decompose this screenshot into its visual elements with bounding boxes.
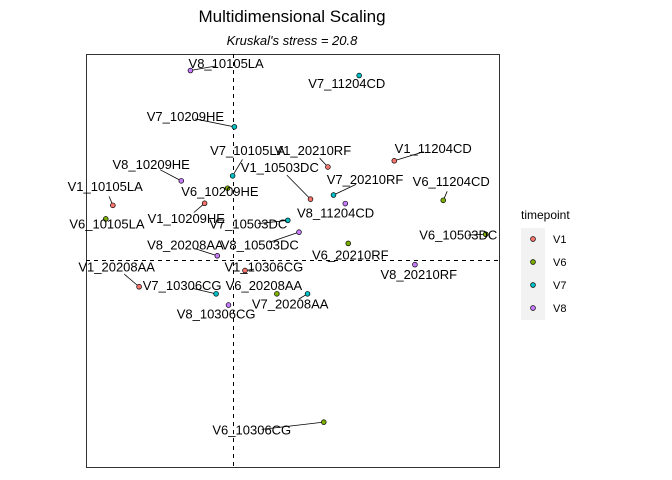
- leader-line: [232, 159, 243, 177]
- point-label: V1_20210RF: [275, 143, 352, 158]
- point-label: V6_11204CD: [413, 174, 490, 189]
- data-point: [225, 302, 232, 308]
- leader-line: [194, 248, 218, 257]
- leader-line: [394, 151, 424, 162]
- point-label: V6_10306CG: [212, 423, 291, 438]
- data-point: [304, 291, 311, 297]
- leader-line: [124, 273, 140, 288]
- legend-key: [530, 236, 536, 242]
- point-label: V7_10209HE: [147, 109, 225, 124]
- data-point: [274, 291, 280, 297]
- point-labels: V8_10105LA V7_11204CD V7_10209HE V7_10105LA…: [68, 56, 498, 437]
- point-label: V8_10503DC: [221, 238, 299, 253]
- point-label: V7_10105LA: [210, 143, 286, 158]
- data-point: [391, 158, 398, 164]
- point-label: V1_10306CG: [224, 260, 303, 275]
- legend-label: V1: [553, 234, 566, 246]
- data-point: [330, 192, 337, 198]
- leader-line: [195, 118, 235, 128]
- point-label: V8_10306CG: [177, 306, 256, 321]
- point-label: V1_10503DC: [241, 160, 319, 175]
- legend-label: V8: [553, 303, 566, 315]
- point-label: V8_10105LA: [189, 56, 265, 71]
- data-point: [178, 178, 185, 184]
- legend-label: V6: [553, 257, 566, 269]
- point-label: V1_10209HE: [148, 211, 226, 226]
- data-point: [307, 196, 314, 202]
- point-label: V1_20208AA: [78, 260, 155, 275]
- leader-line: [468, 233, 486, 236]
- point-label: V7_10503DC: [209, 217, 287, 232]
- data-point: [103, 216, 109, 222]
- data-point: [214, 253, 221, 259]
- data-point: [342, 200, 349, 207]
- data-point: [285, 217, 291, 224]
- data-point: [321, 419, 327, 425]
- point-label: V1_11204CD: [395, 141, 472, 156]
- data-point: [136, 284, 142, 290]
- leader-line: [333, 184, 357, 196]
- data-point: [440, 197, 446, 204]
- leader-line: [286, 174, 311, 200]
- leader-line: [258, 219, 288, 224]
- reference-lines: [86, 54, 499, 467]
- leader-line: [269, 231, 300, 243]
- data-point: [345, 240, 352, 247]
- data-point: [242, 267, 248, 274]
- point-label: V6_10105LA: [69, 217, 145, 232]
- data-point: [296, 229, 302, 235]
- point-label: V8_10209HE: [113, 157, 191, 172]
- data-point: [356, 72, 362, 79]
- point-label: V7_20210RF: [327, 172, 404, 187]
- leader-line: [159, 169, 182, 182]
- point-label: V1_10105LA: [68, 179, 144, 194]
- legend-key: [530, 305, 536, 311]
- chart-title: Multidimensional Scaling: [198, 7, 385, 26]
- legend-title: timepoint: [521, 208, 570, 222]
- legend-key: [530, 282, 536, 288]
- data-point: [110, 202, 116, 209]
- legend-key: [530, 259, 536, 265]
- data-point: [325, 164, 331, 170]
- legend: timepoint V1 V6 V7 V8: [521, 208, 570, 320]
- point-label: V7_11204CD: [308, 76, 385, 91]
- data-point: [482, 231, 489, 237]
- data-point: [187, 67, 194, 74]
- point-label: V7_20208AA: [252, 296, 329, 311]
- point-label: V6_10503DC: [419, 228, 497, 243]
- leader-line: [191, 287, 217, 295]
- point-label: V6_20208AA: [226, 278, 303, 293]
- data-point: [229, 173, 236, 179]
- legend-entries: V1 V6 V7 V8: [530, 234, 566, 315]
- data-point: [201, 200, 208, 207]
- point-label: V6_20210RF: [312, 248, 389, 263]
- point-label: V8_11204CD: [297, 205, 374, 220]
- leader-line: [190, 65, 217, 71]
- chart-subtitle: Kruskal's stress = 20.8: [227, 33, 359, 48]
- point-label: V8_20210RF: [380, 267, 457, 282]
- legend-label: V7: [553, 280, 566, 292]
- data-point: [224, 185, 231, 191]
- data-point: [213, 291, 219, 297]
- data-point: [412, 261, 418, 268]
- data-point: [231, 124, 238, 130]
- point-label: V6_10209HE: [181, 184, 259, 199]
- data-points: [103, 67, 489, 425]
- leader-line: [261, 421, 324, 430]
- label-leader-lines: [108, 65, 486, 430]
- point-label: V7_10306CG: [143, 278, 222, 293]
- legend-key-background: [521, 228, 545, 320]
- point-label: V8_20208AA: [147, 238, 224, 253]
